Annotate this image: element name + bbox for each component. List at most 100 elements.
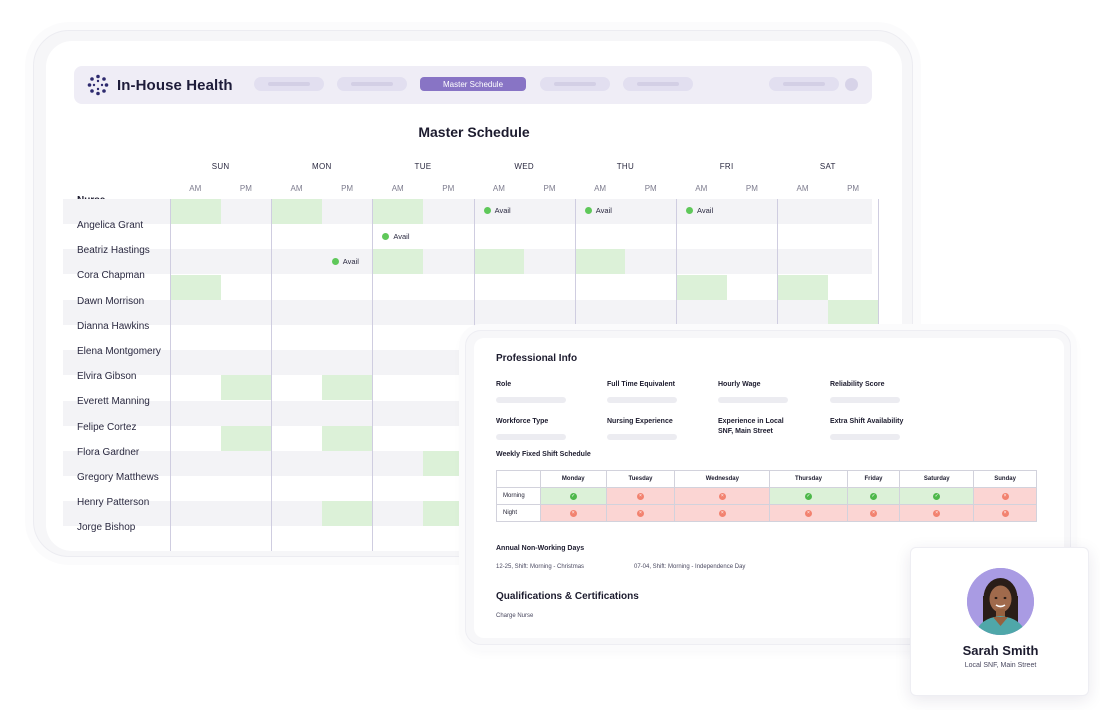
availability-badge[interactable]: Avail	[483, 204, 511, 216]
availability-badge[interactable]: Avail	[331, 256, 359, 268]
shift-available-cell[interactable]: ✓	[540, 487, 607, 505]
user-avatar[interactable]	[845, 78, 858, 91]
hourly-wage-label: Hourly Wage	[718, 381, 761, 388]
nurse-name[interactable]: Jorge Bishop	[77, 522, 136, 534]
availability-label: Avail	[393, 232, 410, 242]
availability-badge[interactable]: Avail	[584, 204, 612, 216]
cross-icon: ×	[636, 509, 644, 517]
nav-item-2[interactable]	[337, 77, 407, 91]
scheduled-shift-cell[interactable]	[170, 199, 221, 224]
nurse-name[interactable]: Beatriz Hastings	[77, 245, 150, 257]
weekday-header: Friday	[846, 470, 901, 488]
extra-shift-value	[830, 434, 900, 440]
cross-icon: ×	[569, 509, 577, 517]
weekday-header: Saturday	[899, 470, 975, 488]
shift-unavailable-cell[interactable]: ×	[899, 504, 975, 522]
nurse-name[interactable]: Felipe Cortez	[77, 421, 137, 433]
period-header: AM	[695, 184, 708, 193]
brand[interactable]: In-House Health	[87, 74, 233, 96]
nurse-name[interactable]: Gregory Matthews	[77, 472, 159, 483]
day-divider	[372, 199, 374, 551]
local-experience-label-line1: Experience in Local	[718, 418, 784, 425]
nurse-name[interactable]: Dianna Hawkins	[77, 320, 150, 332]
period-header: PM	[847, 184, 860, 193]
scheduled-shift-cell[interactable]	[321, 501, 373, 527]
brand-logo-icon	[87, 74, 109, 96]
professional-info-title: Professional Info	[496, 353, 578, 364]
shift-unavailable-cell[interactable]: ×	[605, 487, 676, 505]
reliability-score-value	[830, 397, 900, 403]
scheduled-shift-cell[interactable]	[220, 375, 272, 401]
shift-unavailable-cell[interactable]: ×	[973, 487, 1037, 505]
shift-unavailable-cell[interactable]: ×	[769, 504, 848, 522]
period-header: AM	[189, 184, 202, 193]
user-menu-pill[interactable]	[769, 77, 839, 91]
shift-unavailable-cell[interactable]: ×	[605, 504, 676, 522]
period-header: AM	[796, 184, 809, 193]
scheduled-shift-cell[interactable]	[170, 274, 221, 300]
nurse-name[interactable]: Cora Chapman	[77, 270, 145, 282]
scheduled-shift-cell[interactable]	[676, 274, 727, 300]
nursing-experience-value	[607, 434, 677, 440]
shift-unavailable-cell[interactable]: ×	[846, 504, 901, 522]
profile-avatar	[967, 568, 1034, 635]
check-icon: ✓	[569, 492, 577, 500]
nav-item-3[interactable]	[540, 77, 610, 91]
availability-dot-icon	[686, 206, 693, 214]
cross-icon: ×	[933, 509, 941, 517]
scheduled-shift-cell[interactable]	[271, 199, 322, 224]
nurse-name[interactable]: Elvira Gibson	[77, 371, 137, 383]
availability-dot-icon	[331, 258, 339, 266]
nurse-profile-card[interactable]: Sarah Smith Local SNF, Main Street	[910, 547, 1089, 696]
table-row[interactable]	[63, 224, 872, 249]
scheduled-shift-cell[interactable]	[473, 249, 525, 275]
scheduled-shift-cell[interactable]	[372, 199, 423, 224]
availability-label: Avail	[342, 257, 359, 267]
availability-label: Avail	[595, 205, 612, 215]
shift-available-cell[interactable]: ✓	[769, 487, 848, 505]
scheduled-shift-cell[interactable]	[827, 299, 879, 325]
period-header: PM	[341, 184, 354, 193]
cross-icon: ×	[804, 509, 812, 517]
shift-row-label: Night	[496, 504, 541, 522]
nav-item-4[interactable]	[623, 77, 693, 91]
schedule-title: Master Schedule	[418, 124, 530, 140]
extra-shift-label: Extra Shift Availability	[830, 418, 904, 425]
scheduled-shift-cell[interactable]	[574, 249, 626, 275]
nav-item-master-schedule[interactable]: Master Schedule	[420, 77, 526, 91]
shift-unavailable-cell[interactable]: ×	[674, 504, 771, 522]
table-row[interactable]	[63, 299, 872, 325]
table-row[interactable]	[63, 249, 872, 275]
weekday-header: Tuesday	[605, 470, 676, 488]
fte-value	[607, 397, 677, 403]
profile-location: Local SNF, Main Street	[964, 662, 1037, 669]
local-experience-label: Experience in Local SNF, Main Street	[718, 417, 828, 437]
shift-available-cell[interactable]: ✓	[899, 487, 975, 505]
scheduled-shift-cell[interactable]	[777, 274, 828, 300]
nurse-name[interactable]: Elena Montgomery	[77, 346, 161, 357]
nurse-name[interactable]: Dawn Morrison	[77, 295, 145, 307]
scheduled-shift-cell[interactable]	[321, 375, 373, 401]
availability-badge[interactable]: Avail	[686, 204, 713, 216]
nurse-name[interactable]: Everett Manning	[77, 396, 150, 408]
cross-icon: ×	[1001, 509, 1009, 517]
shift-unavailable-cell[interactable]: ×	[973, 504, 1037, 522]
availability-badge[interactable]: Avail	[382, 231, 410, 243]
nurse-name[interactable]: Henry Patterson	[77, 497, 150, 509]
scheduled-shift-cell[interactable]	[321, 425, 373, 451]
check-icon: ✓	[804, 492, 812, 500]
shift-unavailable-cell[interactable]: ×	[540, 504, 607, 522]
shift-unavailable-cell[interactable]: ×	[674, 487, 771, 505]
scheduled-shift-cell[interactable]	[220, 425, 272, 451]
nav-item-1[interactable]	[254, 77, 324, 91]
shift-available-cell[interactable]: ✓	[846, 487, 901, 505]
day-header: TUE	[414, 162, 432, 171]
nurse-name[interactable]: Angelica Grant	[77, 220, 144, 231]
qualifications-title: Qualifications & Certifications	[496, 591, 639, 602]
weekly-schedule-title: Weekly Fixed Shift Schedule	[496, 451, 591, 458]
day-divider	[170, 199, 171, 551]
nurse-name[interactable]: Flora Gardner	[77, 446, 140, 458]
non-working-day-item: 12-25, Shift: Morning - Christmas	[496, 564, 585, 570]
scheduled-shift-cell[interactable]	[372, 249, 423, 275]
fte-label: Full Time Equivalent	[607, 381, 675, 388]
